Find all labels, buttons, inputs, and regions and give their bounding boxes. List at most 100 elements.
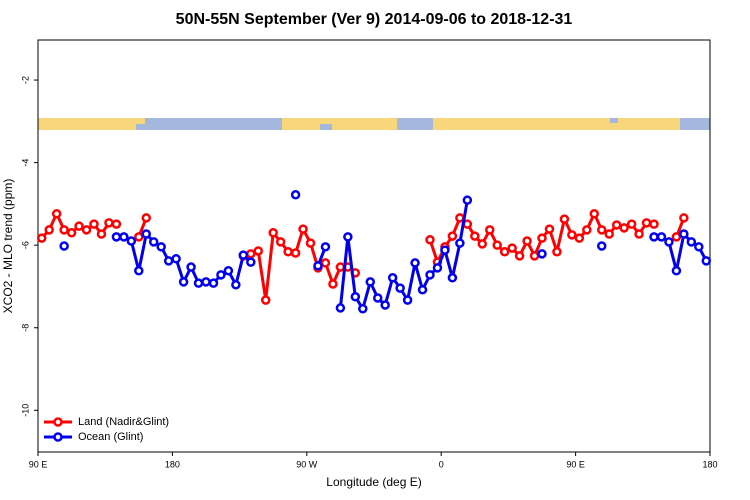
data-point xyxy=(701,256,712,266)
data-point xyxy=(36,233,47,243)
data-point xyxy=(320,258,331,268)
data-point xyxy=(208,278,219,288)
data-point xyxy=(59,241,69,251)
data-point xyxy=(544,224,555,234)
chart-title: 50N-55N September (Ver 9) 2014-09-06 to … xyxy=(176,11,573,28)
x-tick-label: 90 E xyxy=(566,459,585,469)
y-tick-label: -10 xyxy=(20,404,30,417)
data-point xyxy=(649,219,659,229)
data-point xyxy=(694,242,704,252)
data-point xyxy=(537,249,547,259)
data-point xyxy=(559,214,570,224)
data-point xyxy=(455,238,465,248)
data-point xyxy=(290,248,301,258)
data-point xyxy=(119,232,129,242)
data-point xyxy=(626,219,637,229)
data-point xyxy=(335,303,346,313)
data-point xyxy=(671,266,682,276)
data-point xyxy=(171,254,181,264)
data-point xyxy=(201,277,211,287)
data-point xyxy=(574,233,585,243)
data-point xyxy=(679,213,689,223)
data-point xyxy=(499,247,510,257)
data-point xyxy=(81,225,92,235)
data-point xyxy=(537,233,547,243)
data-point xyxy=(246,249,256,259)
data-point xyxy=(216,270,226,280)
data-point xyxy=(111,232,122,242)
data-point xyxy=(89,219,99,229)
x-tick-label: 0 xyxy=(439,459,444,469)
data-point xyxy=(387,273,398,283)
data-point xyxy=(619,223,629,233)
data-point xyxy=(634,229,644,239)
data-point xyxy=(163,256,174,266)
data-point xyxy=(596,241,607,251)
data-point xyxy=(223,266,234,276)
data-point xyxy=(492,240,502,250)
data-point xyxy=(410,258,420,268)
data-point xyxy=(350,292,361,302)
data-point xyxy=(679,229,689,239)
data-point xyxy=(611,220,622,230)
legend-label: Ocean (Glint) xyxy=(78,431,143,443)
data-point xyxy=(395,283,405,293)
data-point xyxy=(641,218,652,228)
data-point xyxy=(477,239,488,249)
data-point xyxy=(582,225,592,235)
data-point xyxy=(432,263,443,273)
x-tick-label: 90 E xyxy=(29,459,48,469)
y-tick-label: -6 xyxy=(20,241,30,249)
data-point xyxy=(305,238,316,248)
data-point xyxy=(328,279,338,289)
data-point xyxy=(656,232,667,242)
data-point xyxy=(470,231,480,241)
series-line xyxy=(116,199,708,311)
data-point xyxy=(552,247,562,257)
x-axis-label: Longitude (deg E) xyxy=(326,475,421,489)
data-point xyxy=(134,266,144,276)
y-tick-label: -8 xyxy=(20,324,30,332)
data-point xyxy=(604,229,614,239)
x-tick-label: 90 W xyxy=(296,459,318,469)
legend-marker xyxy=(53,417,63,427)
data-point xyxy=(417,285,428,295)
data-point xyxy=(343,232,353,242)
data-point xyxy=(111,219,122,229)
data-point xyxy=(246,257,256,267)
data-point xyxy=(141,229,152,239)
data-point xyxy=(283,247,293,257)
data-point xyxy=(260,295,271,305)
map-strip xyxy=(38,118,710,130)
data-point xyxy=(268,228,278,238)
data-point xyxy=(126,236,137,246)
data-point xyxy=(649,232,659,242)
data-point xyxy=(231,280,241,290)
data-point xyxy=(507,243,517,253)
data-point xyxy=(358,303,368,314)
x-tick-label: 180 xyxy=(702,459,717,469)
data-point xyxy=(66,228,77,238)
data-point xyxy=(514,251,525,261)
legend-marker xyxy=(53,432,63,442)
data-point xyxy=(178,277,189,287)
data-point xyxy=(440,245,450,255)
data-point xyxy=(462,195,473,205)
data-point xyxy=(141,213,152,223)
data-point xyxy=(74,221,84,231)
data-point xyxy=(664,237,674,247)
data-point xyxy=(365,277,376,287)
data-point xyxy=(522,236,532,246)
data-point xyxy=(298,224,308,234)
data-point xyxy=(686,237,697,247)
data-point xyxy=(134,232,144,242)
x-tick-label: 180 xyxy=(165,459,180,469)
data-point xyxy=(447,231,458,241)
data-point xyxy=(596,225,607,235)
data-point xyxy=(320,242,331,252)
plot-frame xyxy=(37,39,711,453)
data-point xyxy=(186,262,196,272)
data-point xyxy=(380,300,390,310)
